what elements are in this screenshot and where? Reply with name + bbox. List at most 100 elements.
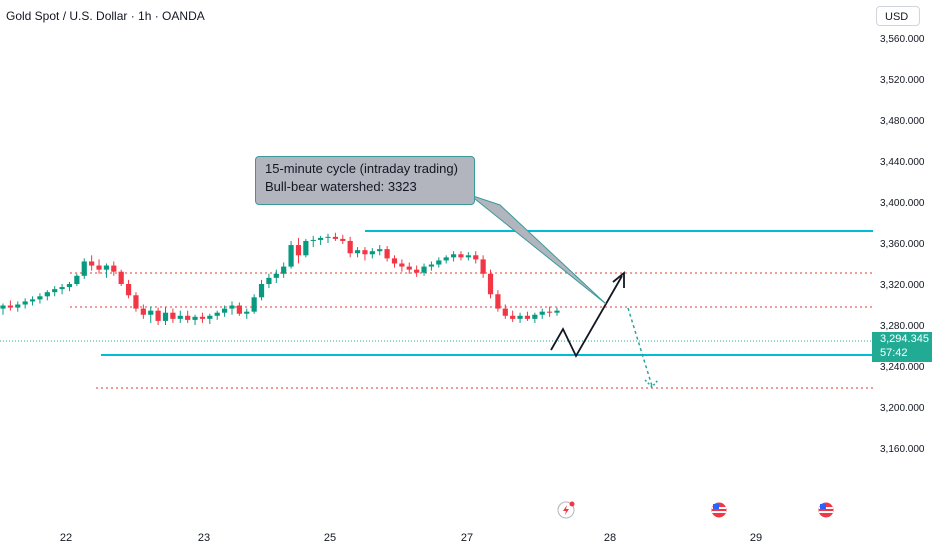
candle-body-up[interactable] xyxy=(273,273,279,278)
candle-body-up[interactable] xyxy=(22,301,28,305)
y-tick-label: 3,320.000 xyxy=(880,280,925,291)
candle-body-down[interactable] xyxy=(89,261,95,266)
candle-body-down[interactable] xyxy=(495,294,501,309)
candle-body-down[interactable] xyxy=(487,273,494,295)
candle-body-down[interactable] xyxy=(384,249,390,259)
candle-body-up[interactable] xyxy=(15,304,21,308)
candle-body-down[interactable] xyxy=(332,236,338,239)
candle-body-down[interactable] xyxy=(347,240,353,254)
candle-body-up[interactable] xyxy=(318,237,324,240)
candle-body-up[interactable] xyxy=(66,284,73,288)
candle-body-down[interactable] xyxy=(111,265,117,272)
y-tick-label: 3,280.000 xyxy=(880,321,925,332)
candle-body-up[interactable] xyxy=(465,255,471,258)
event-icons xyxy=(557,501,835,519)
candle-body-down[interactable] xyxy=(480,259,486,274)
us-flag-event-icon[interactable] xyxy=(817,501,835,519)
candle-body-up[interactable] xyxy=(162,312,169,321)
candle-body-down[interactable] xyxy=(199,316,206,319)
candle-body-up[interactable] xyxy=(29,299,36,302)
candle-body-up[interactable] xyxy=(421,266,427,273)
candle-body-down[interactable] xyxy=(458,254,464,258)
candle-body-down[interactable] xyxy=(510,315,516,319)
candle-body-up[interactable] xyxy=(229,305,235,309)
candle-body-down[interactable] xyxy=(399,263,405,267)
candle-body-up[interactable] xyxy=(0,305,6,309)
candle-body-up[interactable] xyxy=(214,312,220,316)
candle-body-up[interactable] xyxy=(52,289,58,293)
candle-body-down[interactable] xyxy=(414,269,420,273)
candle-body-down[interactable] xyxy=(185,315,191,320)
candle-body-down[interactable] xyxy=(96,265,102,270)
candle-body-up[interactable] xyxy=(244,311,250,314)
candle-body-up[interactable] xyxy=(222,308,228,313)
candle-body-up[interactable] xyxy=(436,260,442,265)
y-tick-label: 3,240.000 xyxy=(880,362,925,373)
candle-body-up[interactable] xyxy=(303,240,309,256)
callout-box[interactable]: 15-minute cycle (intraday trading) Bull-… xyxy=(255,156,475,205)
candle-body-down[interactable] xyxy=(502,308,508,316)
projection-paths xyxy=(550,271,659,389)
candle-body-up[interactable] xyxy=(325,236,331,238)
candle-body-up[interactable] xyxy=(428,264,435,267)
y-tick-label: 3,200.000 xyxy=(880,403,925,414)
candle-body-up[interactable] xyxy=(177,315,183,319)
candle-body-down[interactable] xyxy=(524,315,531,319)
candle-body-down[interactable] xyxy=(473,255,479,260)
candle-body-up[interactable] xyxy=(288,245,294,267)
candle-body-up[interactable] xyxy=(450,254,457,258)
candle-body-down[interactable] xyxy=(7,305,13,308)
candle-body-down[interactable] xyxy=(547,311,553,313)
candle-body-down[interactable] xyxy=(391,258,398,264)
us-flag-event-icon[interactable] xyxy=(710,501,728,519)
alternate-path-line[interactable] xyxy=(627,307,653,387)
candle-body-up[interactable] xyxy=(554,310,560,313)
candlestick-series xyxy=(0,232,560,325)
callout-pointer xyxy=(469,194,607,305)
candle-body-up[interactable] xyxy=(251,297,257,312)
y-tick-label: 3,560.000 xyxy=(880,34,925,45)
candle-body-down[interactable] xyxy=(125,284,132,296)
candle-body-down[interactable] xyxy=(170,312,176,319)
candle-body-down[interactable] xyxy=(406,266,412,270)
candle-body-up[interactable] xyxy=(369,251,375,255)
currency-button[interactable]: USD xyxy=(876,6,920,26)
projected-path-arrowhead xyxy=(612,271,625,288)
candle-body-up[interactable] xyxy=(266,277,272,284)
candle-body-up[interactable] xyxy=(81,261,87,276)
candle-body-up[interactable] xyxy=(310,239,316,241)
candle-body-up[interactable] xyxy=(44,292,50,297)
candle-body-up[interactable] xyxy=(354,250,361,254)
candle-body-down[interactable] xyxy=(133,295,139,309)
candle-body-up[interactable] xyxy=(207,315,213,319)
candle-body-up[interactable] xyxy=(281,266,287,274)
candle-body-up[interactable] xyxy=(74,275,80,284)
candle-body-down[interactable] xyxy=(340,238,346,241)
price-axis[interactable]: 3,560.000 3,520.000 3,480.000 3,440.000 3,40… xyxy=(880,34,925,455)
x-tick-label: 27 xyxy=(461,532,473,544)
candle-body-up[interactable] xyxy=(539,311,545,315)
candle-body-up[interactable] xyxy=(148,310,154,315)
candle-body-up[interactable] xyxy=(59,287,65,290)
projected-path-line[interactable] xyxy=(550,275,623,358)
candle-body-down[interactable] xyxy=(140,308,146,315)
time-axis[interactable]: 22 23 25 27 28 29 xyxy=(60,532,762,544)
candle-body-up[interactable] xyxy=(532,314,538,319)
lightning-event-icon[interactable] xyxy=(557,501,575,519)
candle-body-up[interactable] xyxy=(377,249,383,252)
candle-body-down[interactable] xyxy=(118,271,124,284)
candle-body-up[interactable] xyxy=(258,284,265,298)
candle-body-up[interactable] xyxy=(103,265,110,270)
candle-body-up[interactable] xyxy=(517,315,523,319)
candle-body-down[interactable] xyxy=(155,310,161,321)
chart-title: Gold Spot / U.S. Dollar · 1h · OANDA xyxy=(6,9,205,23)
y-tick-label: 3,480.000 xyxy=(880,116,925,127)
candle-body-down[interactable] xyxy=(236,305,242,314)
y-tick-label: 3,440.000 xyxy=(880,157,925,168)
candle-body-up[interactable] xyxy=(443,257,449,261)
candle-body-down[interactable] xyxy=(295,245,302,256)
candle-body-down[interactable] xyxy=(362,250,368,255)
candle-body-up[interactable] xyxy=(192,316,198,320)
candle-body-up[interactable] xyxy=(37,296,43,300)
